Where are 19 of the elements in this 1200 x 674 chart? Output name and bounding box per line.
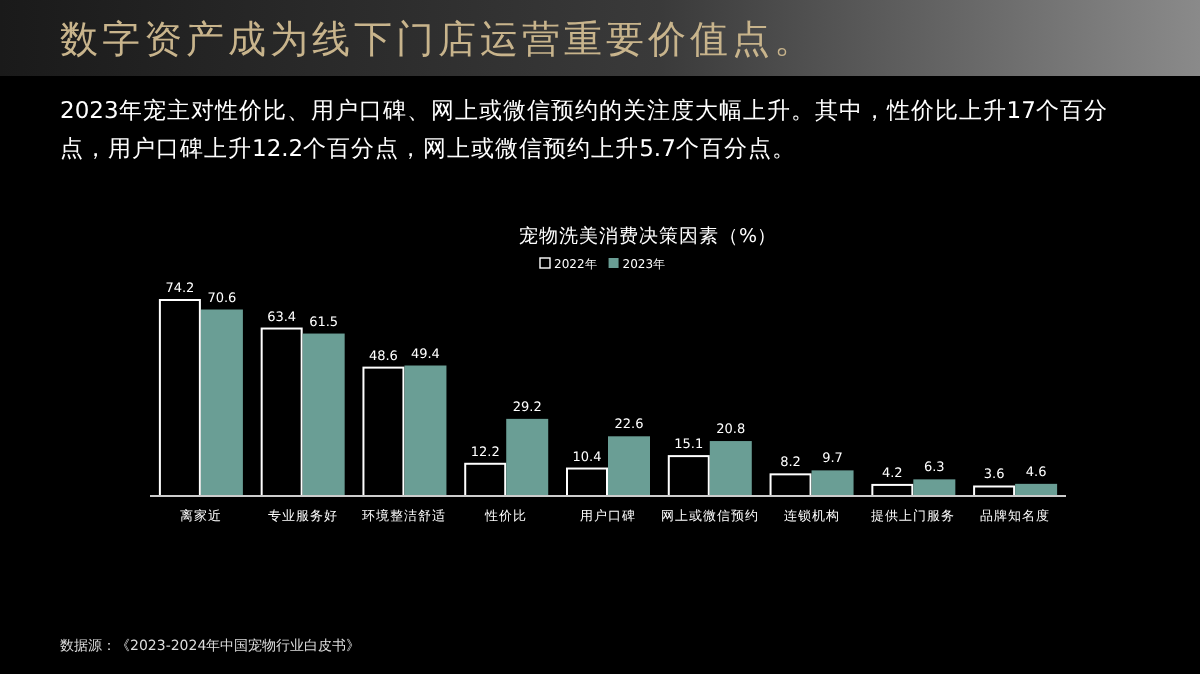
bar [608, 436, 650, 496]
bar [811, 470, 854, 496]
bar [667, 455, 710, 497]
bar [302, 333, 345, 496]
bar [200, 309, 243, 496]
bar [566, 467, 608, 497]
bar [1015, 483, 1058, 496]
bar [464, 462, 507, 497]
text: 2023年宠主对性价比、用户口碑、网上或微信预约的关注度大幅上升。其中，性价比上升17个百分点，用户口碑上升12.2个百分点，网上或微信预约上升5.7个百分点。 [60, 94, 1110, 166]
bar [404, 365, 447, 496]
bar [709, 441, 752, 496]
text: 数字资产成为线下门店运营重要价值点。 [60, 16, 816, 66]
chart-title: 宠物洗美消费决策因素（%） [518, 224, 778, 248]
bar [913, 479, 956, 496]
bar [769, 473, 812, 497]
bar [158, 299, 201, 497]
bar [362, 366, 405, 497]
bar [260, 327, 303, 497]
bar [506, 418, 549, 496]
